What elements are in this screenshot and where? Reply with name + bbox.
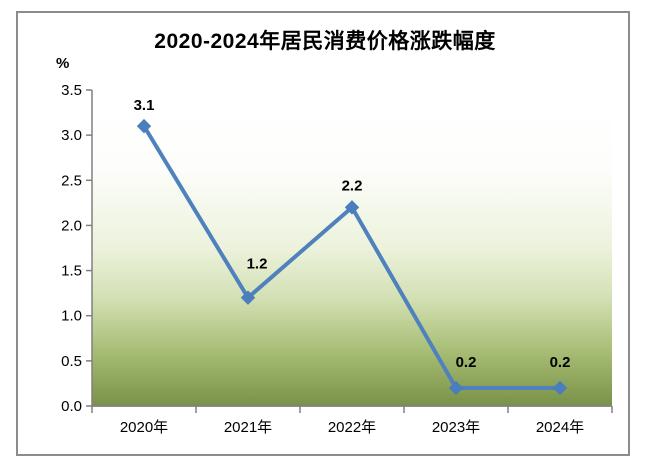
y-axis-tick-label: 2.5 (61, 172, 82, 189)
data-point-label: 0.2 (456, 354, 477, 371)
data-point-marker (240, 290, 256, 305)
y-axis-tick-label: 2.0 (61, 217, 82, 234)
y-axis-unit-label: % (56, 55, 70, 72)
data-point-label: 2.2 (342, 177, 363, 194)
data-point-marker (344, 200, 360, 215)
y-axis-tick-label: 0.0 (61, 398, 82, 415)
y-axis-tick-label: 0.5 (61, 353, 82, 370)
y-axis-tick-label: 3.0 (61, 127, 82, 144)
y-axis-tick-label: 3.5 (61, 82, 82, 99)
data-point-marker (552, 380, 568, 396)
x-axis-category-label: 2020年 (120, 419, 168, 436)
y-axis-tick-label: 1.5 (61, 263, 82, 280)
x-axis-category-label: 2023年 (432, 419, 480, 436)
data-point-label: 0.2 (550, 354, 571, 371)
data-point-marker (136, 118, 152, 134)
data-point-label: 1.2 (247, 256, 268, 273)
data-point-marker (448, 380, 464, 396)
y-axis-tick-label: 1.0 (61, 308, 82, 325)
chart-title: 2020-2024年居民消费价格涨跌幅度 (154, 30, 496, 53)
x-axis-category-label: 2021年 (224, 419, 272, 436)
x-axis-category-label: 2022年 (328, 419, 376, 436)
x-axis-category-label: 2024年 (536, 419, 584, 436)
data-point-label: 3.1 (134, 97, 155, 114)
plot-area-background (92, 90, 612, 406)
